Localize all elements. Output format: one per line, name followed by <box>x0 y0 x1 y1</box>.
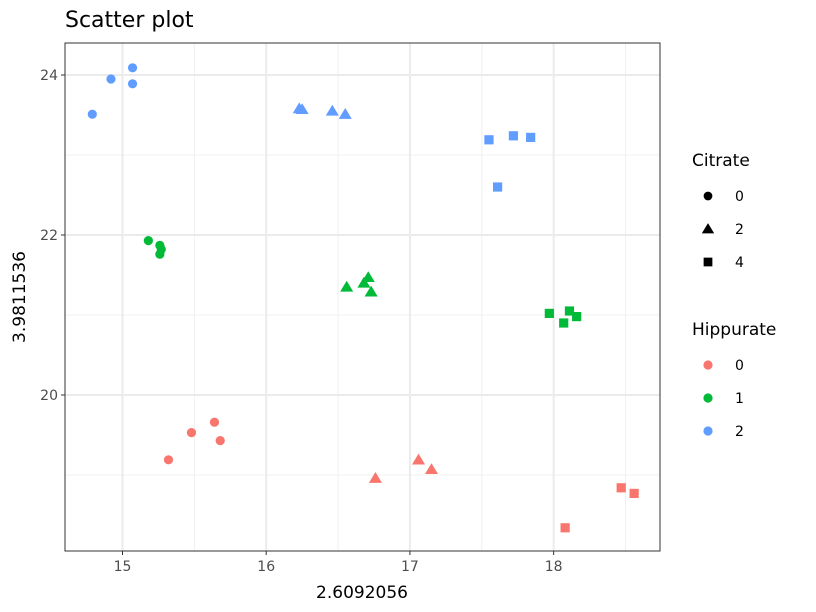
legend-citrate-title: Citrate <box>692 151 750 171</box>
y-tick-label: 20 <box>40 388 58 404</box>
legend-hippurate-label: 0 <box>735 358 744 374</box>
legend-color-swatch <box>703 360 712 369</box>
legend-citrate: Citrate 0 2 4 <box>692 151 750 271</box>
point-square <box>630 489 639 498</box>
x-axis-label: 2.6092056 <box>316 583 408 603</box>
point-triangle <box>326 105 339 116</box>
point-circle <box>128 79 137 88</box>
legend-citrate-label: 2 <box>735 222 744 238</box>
legend-color-swatch <box>703 426 712 435</box>
point-triangle <box>339 108 352 119</box>
y-axis-ticks: 20 22 24 <box>40 68 65 404</box>
point-square <box>493 182 502 191</box>
point-circle <box>128 63 137 72</box>
x-tick-label: 18 <box>545 559 563 575</box>
point-square <box>509 131 518 140</box>
legend-shape-square <box>704 258 713 267</box>
legend-hippurate: Hippurate 0 1 2 <box>692 320 776 440</box>
legend-citrate-label: 0 <box>735 189 744 205</box>
point-square <box>559 318 568 327</box>
point-circle <box>164 455 173 464</box>
legend-hippurate-label: 2 <box>735 424 744 440</box>
legend-shape-circle <box>704 192 713 201</box>
point-triangle <box>340 281 353 292</box>
x-tick-label: 17 <box>401 559 419 575</box>
point-square <box>572 312 581 321</box>
point-square <box>484 135 493 144</box>
x-axis-ticks: 15 16 17 18 <box>114 551 563 575</box>
legend-color-swatch <box>703 393 712 402</box>
point-circle <box>106 74 115 83</box>
point-circle <box>210 418 219 427</box>
point-square <box>561 523 570 532</box>
y-axis-label: 3.9811536 <box>10 251 30 343</box>
point-circle <box>216 436 225 445</box>
legend-shape-triangle <box>702 223 714 233</box>
x-tick-label: 16 <box>257 559 275 575</box>
point-triangle <box>369 472 382 483</box>
point-circle <box>88 110 97 119</box>
point-triangle <box>425 463 438 474</box>
point-square <box>545 309 554 318</box>
legend-citrate-label: 4 <box>735 255 744 271</box>
grid-minor <box>65 43 660 551</box>
point-circle <box>187 428 196 437</box>
point-triangle <box>412 454 425 465</box>
point-square <box>617 483 626 492</box>
y-tick-label: 24 <box>40 68 58 84</box>
point-circle <box>144 236 153 245</box>
chart-title: Scatter plot <box>65 8 194 33</box>
legend-hippurate-label: 1 <box>735 391 744 407</box>
x-tick-label: 15 <box>114 559 132 575</box>
legend-hippurate-title: Hippurate <box>692 320 776 340</box>
data-points <box>88 63 639 532</box>
point-square <box>526 133 535 142</box>
point-circle <box>155 250 164 259</box>
y-tick-label: 22 <box>40 228 58 244</box>
point-triangle <box>362 271 375 282</box>
